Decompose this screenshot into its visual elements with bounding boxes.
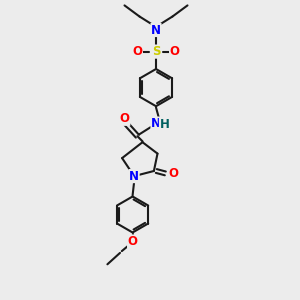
Text: N: N — [151, 117, 161, 130]
Text: O: O — [128, 235, 138, 248]
Text: N: N — [129, 169, 139, 183]
Text: O: O — [120, 112, 130, 125]
Text: N: N — [151, 23, 161, 37]
Text: O: O — [169, 45, 180, 58]
Text: O: O — [132, 45, 142, 58]
Text: S: S — [152, 45, 160, 58]
Text: H: H — [160, 118, 169, 131]
Text: O: O — [169, 167, 179, 180]
